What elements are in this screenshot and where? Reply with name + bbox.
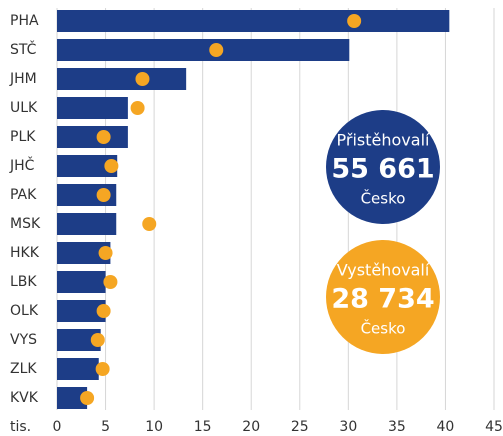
dot <box>209 43 224 57</box>
y-tick-label: ZLK <box>10 361 37 377</box>
bar <box>57 242 111 264</box>
dot <box>96 130 111 144</box>
bar <box>57 387 88 409</box>
y-tick-label: JHM <box>9 71 37 87</box>
bar <box>57 358 99 380</box>
dot <box>135 72 150 86</box>
y-tick-label: ULK <box>10 100 38 116</box>
x-tick-label: 25 <box>291 419 309 435</box>
x-tick-label: 0 <box>53 419 62 435</box>
badge-name: Přistěhovalí <box>337 131 430 150</box>
bar <box>57 10 450 32</box>
bar <box>57 39 350 61</box>
x-tick-label: 45 <box>485 419 503 435</box>
dot <box>103 275 118 289</box>
dot <box>90 333 105 347</box>
dot <box>347 14 362 28</box>
dot <box>98 246 113 260</box>
dot <box>80 391 95 405</box>
bar <box>57 68 187 90</box>
y-tick-label: LBK <box>10 274 37 290</box>
x-tick-label: 40 <box>437 419 455 435</box>
dot <box>130 101 145 115</box>
badge-circle <box>326 110 440 224</box>
bar <box>57 300 106 322</box>
x-tick-label: 20 <box>242 419 260 435</box>
bar <box>57 213 117 235</box>
y-tick-label: OLK <box>10 303 39 319</box>
y-tick-label: VYS <box>10 332 37 348</box>
bar <box>57 271 106 293</box>
y-tick-label: PAK <box>10 187 37 203</box>
bar <box>57 329 101 351</box>
badge-circle <box>326 240 440 354</box>
bar <box>57 126 128 148</box>
bar <box>57 97 128 119</box>
y-tick-label: JHČ <box>9 156 35 174</box>
badge-total: 28 734 <box>331 284 434 315</box>
dot <box>96 304 111 318</box>
y-tick-label: STČ <box>10 40 37 58</box>
dot <box>104 159 119 173</box>
x-axis-label: tis. <box>10 419 31 435</box>
badge-name: Vystěhovalí <box>337 261 430 280</box>
bar <box>57 155 118 177</box>
y-tick-label: HKK <box>10 245 40 261</box>
x-tick-label: 5 <box>101 419 110 435</box>
y-tick-label: PHA <box>10 13 39 29</box>
x-tick-label: 35 <box>388 419 406 435</box>
dot <box>96 188 111 202</box>
x-tick-label: 30 <box>339 419 357 435</box>
badge-region: Česko <box>361 319 406 338</box>
badge-total: 55 661 <box>331 154 434 185</box>
y-tick-label: MSK <box>10 216 41 232</box>
x-tick-label: 15 <box>194 419 212 435</box>
dot <box>142 217 157 231</box>
y-tick-label: KVK <box>10 390 39 406</box>
x-tick-label: 10 <box>145 419 163 435</box>
dot <box>95 362 110 376</box>
y-tick-label: PLK <box>10 129 36 145</box>
badge-region: Česko <box>361 189 406 208</box>
